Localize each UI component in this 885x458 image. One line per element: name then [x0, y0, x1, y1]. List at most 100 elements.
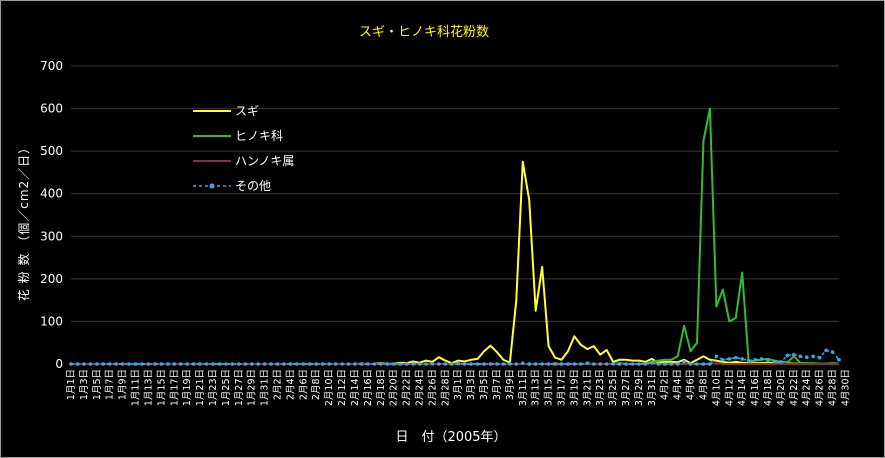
x-tick-label: 2月18日 — [376, 369, 387, 406]
series-3-point — [185, 362, 189, 366]
series-3-point — [785, 353, 790, 358]
series-3-point — [69, 362, 73, 366]
x-tick-label: 1月9日 — [118, 369, 129, 400]
y-axis-ticks: 0 100 200 300 400 500 600 700 — [40, 59, 63, 371]
series-3-point — [579, 362, 583, 366]
series-3-point — [75, 362, 80, 366]
y-tick-label: 100 — [40, 314, 63, 328]
x-tick-label: 4月22日 — [789, 369, 800, 406]
series-3-point — [95, 362, 99, 366]
x-tick-label: 3月11日 — [518, 369, 529, 406]
x-tick-label: 1月17日 — [169, 369, 180, 406]
x-tick-label: 3月3日 — [466, 369, 477, 400]
x-tick-label: 2月22日 — [402, 369, 413, 406]
x-tick-label: 1月25日 — [221, 369, 232, 406]
x-tick-label: 1月27日 — [234, 369, 245, 406]
series-3-point — [172, 362, 177, 366]
series-3-point — [462, 362, 467, 366]
x-tick-label: 3月9日 — [505, 369, 516, 400]
y-tick-label: 0 — [55, 357, 63, 371]
series-3-point — [721, 357, 725, 362]
series-3-point — [307, 362, 312, 366]
series-3-point — [301, 362, 306, 366]
grid-lines — [71, 65, 839, 365]
series-3-point — [430, 362, 435, 366]
series-3-point — [198, 362, 202, 366]
series-3-point — [559, 362, 564, 366]
legend-label-1: ヒノキ科 — [235, 129, 283, 143]
series-3-point — [708, 362, 712, 366]
series-3-point — [682, 360, 686, 364]
series-3-point — [591, 362, 596, 366]
x-tick-label: 1月21日 — [195, 369, 206, 406]
series-3-point — [688, 362, 693, 366]
x-tick-label: 2月12日 — [337, 369, 348, 406]
series-3-point — [650, 360, 654, 365]
y-tick-label: 500 — [40, 144, 63, 158]
x-tick-label: 4月30日 — [840, 369, 851, 406]
x-tick-label: 3月23日 — [595, 369, 606, 406]
series-3-point — [146, 362, 151, 366]
series-3-point — [733, 355, 738, 360]
series-3-point — [824, 348, 828, 353]
series-3-point — [811, 354, 815, 359]
x-tick-label: 4月26日 — [815, 369, 826, 406]
series-3-point — [753, 357, 757, 362]
x-tick-label: 1月31日 — [260, 369, 271, 406]
x-tick-label: 1月29日 — [247, 369, 258, 406]
series-3-point — [662, 362, 667, 366]
x-tick-label: 1月7日 — [105, 369, 116, 400]
x-tick-label: 3月13日 — [531, 369, 542, 406]
chart-title: スギ・ヒノキ科花粉数 — [359, 24, 489, 40]
series-3-point — [191, 362, 196, 366]
series-3-point — [391, 362, 396, 366]
series-3-point — [475, 362, 480, 366]
x-tick-label: 1月13日 — [143, 369, 154, 406]
x-tick-label: 4月6日 — [686, 369, 697, 400]
series-3-point — [553, 362, 557, 366]
series-3-point — [643, 362, 648, 366]
series-3-point — [624, 362, 628, 366]
series-3-point — [417, 362, 422, 366]
series-3-point — [792, 352, 796, 357]
series-3-point — [262, 362, 267, 366]
series-3-point — [540, 362, 544, 366]
series-3-point — [520, 361, 525, 365]
series-3-point — [604, 362, 609, 366]
series-3-point — [501, 362, 506, 366]
x-tick-label: 2月16日 — [363, 369, 374, 406]
series-3-point — [288, 362, 293, 366]
series-3-point — [178, 362, 183, 366]
series-3-point — [224, 362, 228, 366]
series-3-point — [366, 362, 370, 366]
series-3-point — [404, 362, 409, 366]
series-3-point — [398, 362, 402, 366]
series-3-point — [327, 362, 331, 366]
series-3-point — [572, 362, 577, 366]
series-3-point — [566, 362, 570, 366]
series-3-point — [320, 362, 325, 366]
x-tick-label: 2月14日 — [350, 369, 361, 406]
series-3-point — [443, 362, 448, 366]
series-3-point — [275, 362, 280, 366]
x-tick-label: 1月1日 — [66, 369, 77, 400]
series-3-point — [514, 362, 519, 366]
x-tick-label: 4月24日 — [802, 369, 813, 406]
x-tick-label: 2月20日 — [389, 369, 400, 406]
series-3-point — [830, 350, 835, 354]
x-tick-label: 3月21日 — [582, 369, 593, 406]
series-3-point — [437, 362, 441, 366]
y-tick-label: 200 — [40, 272, 63, 286]
series-lines — [69, 107, 841, 366]
series-3-point — [282, 362, 286, 366]
series-3-point — [482, 362, 486, 366]
series-3-point — [153, 362, 157, 366]
series-3-point — [727, 357, 732, 361]
series-3-point — [456, 361, 461, 366]
y-tick-label: 700 — [40, 59, 63, 73]
series-3-point — [637, 362, 641, 366]
x-tick-label: 2月4日 — [285, 369, 296, 400]
x-tick-label: 3月27日 — [621, 369, 632, 406]
legend-label-2: ハンノキ属 — [235, 154, 294, 168]
